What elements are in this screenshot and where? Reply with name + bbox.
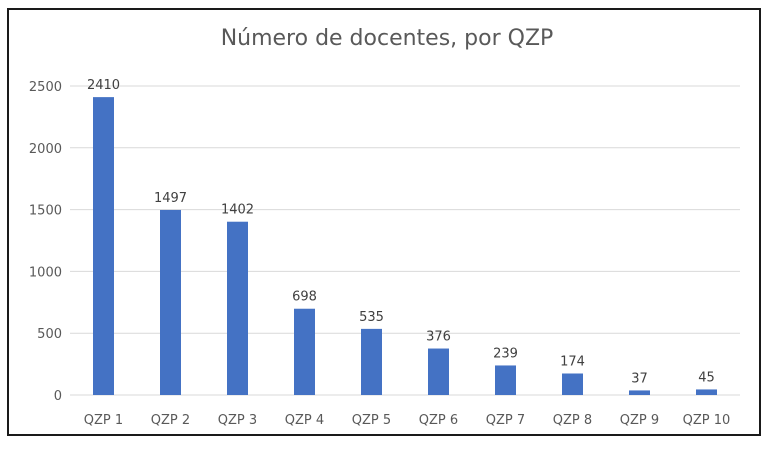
x-tick-label: QZP 7 (486, 413, 525, 428)
bar (160, 209, 181, 395)
x-tick-label: QZP 10 (683, 413, 731, 428)
data-labels: 2410 1497 1402 698 535 376 239 174 37 45 (87, 78, 715, 386)
chart-frame (7, 8, 761, 436)
data-label: 174 (560, 354, 585, 369)
gridlines (70, 85, 740, 396)
bar (562, 373, 583, 395)
x-tick-label: QZP 5 (352, 413, 391, 428)
chart-title: Número de docentes, por QZP (220, 26, 554, 51)
y-tick-label: 1000 (29, 265, 62, 280)
bar (495, 365, 516, 395)
data-label: 1402 (221, 203, 254, 218)
x-tick-label: QZP 1 (84, 413, 123, 428)
x-tick-label: QZP 9 (620, 413, 659, 428)
bar (696, 389, 717, 395)
y-tick-label: 0 (54, 389, 62, 404)
bar (294, 308, 315, 395)
bar (93, 97, 114, 396)
data-label: 1497 (154, 191, 187, 206)
y-tick-label: 1500 (29, 204, 62, 219)
x-tick-label: QZP 4 (285, 413, 324, 428)
data-label: 2410 (87, 78, 120, 93)
y-axis-ticks: 0 500 1000 1500 2000 2500 (29, 80, 62, 404)
bar (629, 390, 650, 395)
bar (428, 348, 449, 395)
y-tick-label: 2000 (29, 142, 62, 157)
y-tick-label: 500 (37, 327, 62, 342)
x-axis-ticks: QZP 1 QZP 2 QZP 3 QZP 4 QZP 5 QZP 6 QZP 7 QZP 8… (84, 413, 731, 428)
data-label: 37 (631, 371, 648, 386)
x-tick-label: QZP 2 (151, 413, 190, 428)
bar (227, 221, 248, 395)
data-label: 239 (493, 346, 518, 361)
data-label: 535 (359, 310, 384, 325)
bar (361, 328, 382, 395)
data-label: 45 (698, 370, 715, 385)
data-label: 376 (426, 330, 451, 345)
x-tick-label: QZP 8 (553, 413, 592, 428)
x-tick-label: QZP 3 (218, 413, 257, 428)
x-tick-label: QZP 6 (419, 413, 458, 428)
y-tick-label: 2500 (29, 80, 62, 95)
data-label: 698 (292, 290, 317, 305)
bars (93, 97, 717, 396)
